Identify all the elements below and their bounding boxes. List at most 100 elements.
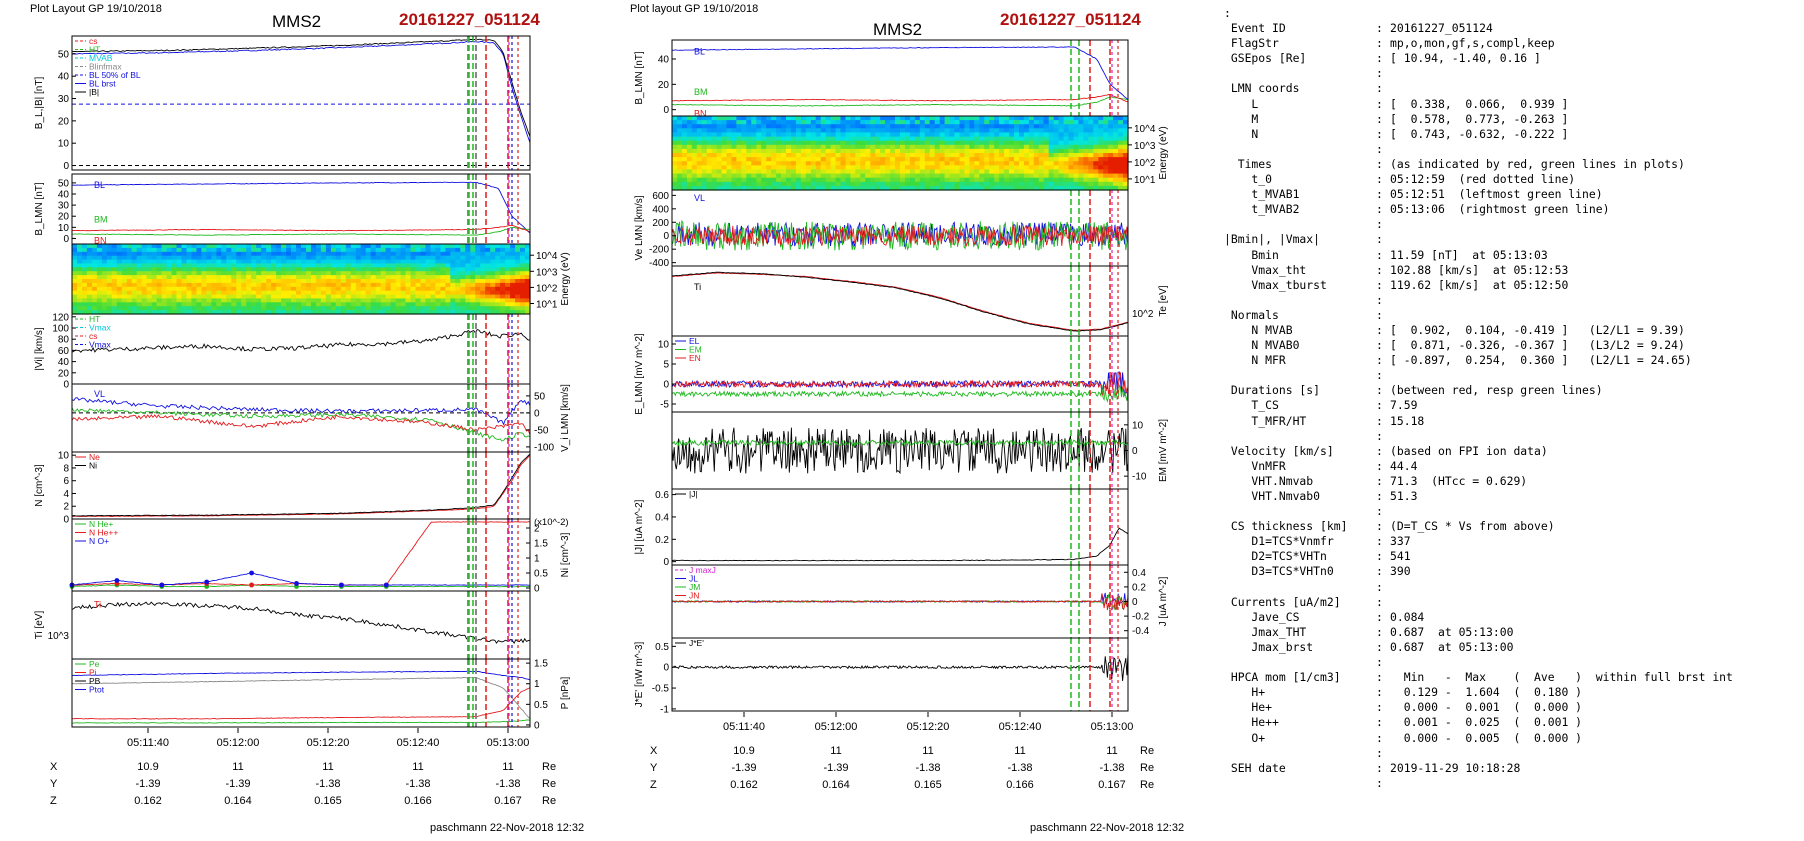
heatmap-cell — [905, 185, 911, 191]
heatmap-cell — [440, 271, 446, 276]
heatmap-cell — [330, 294, 337, 300]
info-separator: : — [1376, 413, 1383, 428]
heatmap-cell — [345, 302, 352, 307]
heatmap-cell — [909, 128, 916, 133]
heatmap-cell — [919, 140, 926, 146]
heatmap-cell — [460, 286, 466, 292]
heatmap-cell — [141, 282, 148, 288]
heatmap-cell — [721, 161, 728, 166]
heatmap-cell — [979, 153, 985, 158]
heatmap-cell — [365, 275, 372, 280]
heatmap-cell — [984, 177, 990, 183]
heatmap-cell — [1019, 169, 1025, 175]
heatmap-cell — [410, 306, 417, 311]
orbit-value: -1.38 — [495, 778, 520, 790]
heatmap-cell — [106, 255, 113, 261]
heatmap-cell — [954, 177, 961, 183]
info-label: Jave_CS — [1224, 609, 1300, 624]
heatmap-cell — [924, 120, 931, 125]
heatmap-cell — [515, 279, 521, 284]
heatmap-cell — [465, 282, 471, 288]
heatmap-cell — [761, 132, 767, 138]
heatmap-cell — [335, 286, 342, 292]
heatmap-cell — [1028, 169, 1035, 175]
series-bm — [71, 226, 531, 236]
heatmap-cell — [385, 255, 392, 261]
heatmap-cell — [325, 306, 332, 311]
heatmap-cell — [306, 267, 312, 272]
heatmap-cell — [191, 294, 198, 300]
heatmap-cell — [201, 267, 207, 272]
heatmap-cell — [425, 267, 432, 272]
heatmap-cell — [340, 306, 347, 311]
heatmap-cell — [156, 282, 163, 288]
series-bn — [672, 93, 1129, 103]
heatmap-cell — [726, 185, 733, 191]
heatmap-cell — [830, 153, 837, 158]
series--b- — [71, 38, 531, 137]
right-header-text: Plot layout GP 19/10/2018 — [630, 3, 758, 15]
legend-entry: N He++ — [89, 528, 118, 538]
heatmap-cell — [969, 169, 975, 175]
heatmap-cell — [176, 255, 183, 261]
heatmap-cell — [895, 157, 901, 162]
heatmap-cell — [325, 247, 332, 253]
panel-left-3: 10^110^210^310^4 Energy (eV) — [71, 243, 571, 315]
heatmap-cell — [231, 275, 237, 280]
heatmap-cell — [1019, 153, 1025, 158]
heatmap-cell — [845, 124, 852, 129]
heatmap-cell — [716, 120, 723, 125]
heatmap-cell — [256, 298, 262, 303]
heatmap-cell — [420, 282, 427, 288]
heatmap-cell — [677, 132, 683, 138]
heatmap-cell — [510, 302, 516, 307]
heatmap-cell — [885, 124, 891, 129]
heatmap-cell — [201, 263, 207, 268]
heatmap-cell — [191, 255, 198, 261]
heatmap-cell — [301, 247, 307, 253]
y-tick-label: 20 — [58, 212, 70, 223]
y-tick-right-label: -50 — [534, 425, 549, 436]
heatmap-cell — [505, 286, 511, 292]
heatmap-cell — [954, 140, 961, 146]
heatmap-cell — [281, 255, 287, 261]
heatmap-cell — [751, 140, 757, 146]
heatmap-cell — [686, 128, 693, 133]
heatmap-cell — [470, 294, 476, 300]
heatmap-cell — [405, 279, 412, 284]
heatmap-cell — [465, 275, 471, 280]
heatmap-cell — [771, 124, 777, 129]
heatmap-cell — [420, 267, 427, 272]
right-footer: paschmann 22-Nov-2018 12:32 — [1030, 822, 1184, 834]
heatmap-cell — [681, 181, 688, 187]
info-separator: : — [1376, 519, 1383, 534]
heatmap-cell — [151, 294, 158, 300]
heatmap-cell — [924, 116, 931, 121]
heatmap-cell — [835, 181, 842, 187]
heatmap-cell — [136, 310, 143, 315]
heatmap-cell — [741, 153, 747, 158]
info-label: : — [1224, 6, 1231, 20]
heatmap-cell — [1048, 153, 1055, 158]
heatmap-cell — [350, 275, 357, 280]
heatmap-cell — [520, 290, 526, 296]
heatmap-cell — [830, 120, 837, 125]
heatmap-cell — [761, 173, 767, 179]
heatmap-cell — [400, 302, 407, 307]
heatmap-cell — [226, 244, 232, 249]
y-tick-right-label: 0 — [534, 584, 540, 595]
orbit-value: -1.38 — [1007, 762, 1032, 774]
heatmap-cell — [949, 161, 956, 166]
heatmap-cell — [320, 279, 327, 284]
heatmap-cell — [206, 247, 212, 253]
heatmap-cell — [77, 294, 83, 300]
heatmap-cell — [974, 140, 980, 146]
heatmap-cell — [410, 251, 417, 257]
heatmap-cell — [677, 157, 683, 162]
heatmap-cell — [186, 271, 193, 276]
heatmap-cell — [420, 244, 427, 249]
heatmap-cell — [1048, 157, 1055, 162]
heatmap-cell — [914, 157, 921, 162]
heatmap-cell — [375, 267, 382, 272]
heatmap-cell — [131, 263, 138, 268]
